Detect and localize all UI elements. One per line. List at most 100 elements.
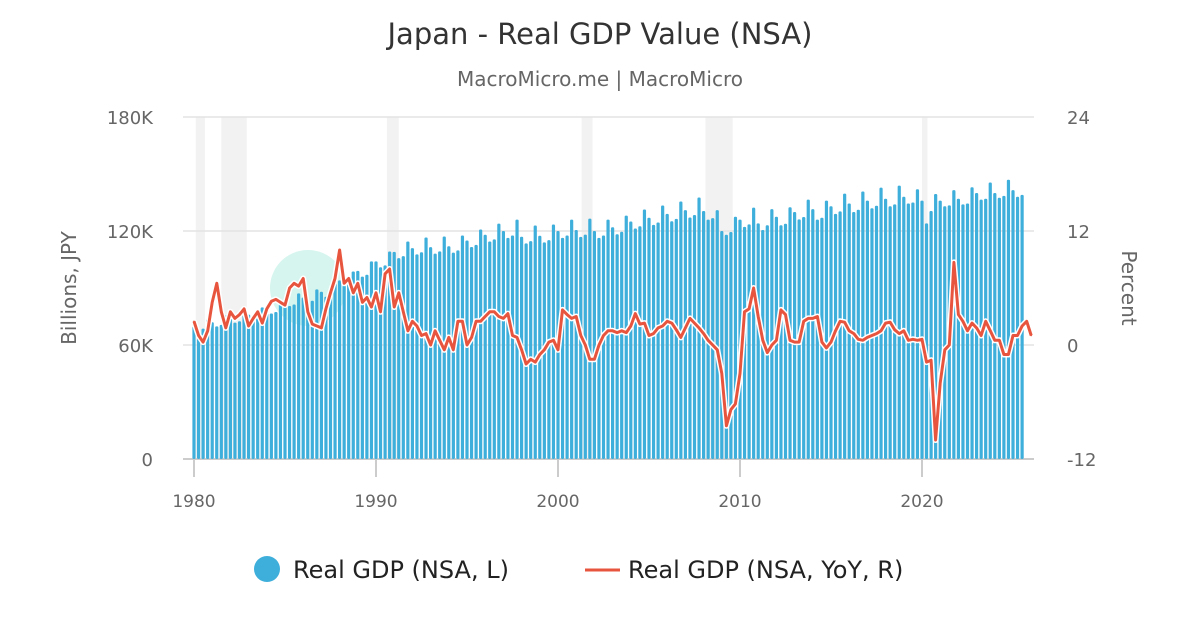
yoy-point (789, 339, 791, 342)
yoy-point (438, 339, 441, 342)
bar (410, 248, 414, 459)
yoy-point (252, 317, 254, 320)
legend-item-line[interactable]: Real GDP (NSA, YoY, R) (585, 556, 903, 584)
bar (447, 246, 451, 459)
yoy-point (916, 339, 919, 342)
bar (920, 200, 924, 459)
bar (196, 329, 201, 459)
yoy-point (484, 315, 487, 318)
yoy-point (830, 341, 832, 343)
yoy-point (652, 332, 655, 335)
legend-item-bars[interactable]: Real GDP (NSA, L) (254, 556, 509, 584)
bar (479, 229, 483, 459)
bar (783, 223, 788, 459)
yoy-point (1003, 353, 1005, 356)
yoy-point (589, 358, 591, 361)
bar (611, 227, 615, 459)
bar (406, 241, 410, 459)
yoy-point (1030, 334, 1032, 337)
yoy-point (693, 322, 696, 324)
yoy-point (875, 332, 878, 335)
yoy-point (457, 320, 459, 323)
bar (579, 236, 583, 459)
yoy-point (598, 344, 600, 346)
bar (856, 209, 860, 459)
bar (633, 228, 637, 459)
yoy-point (616, 331, 618, 334)
bar (219, 324, 223, 459)
yoy-point (325, 308, 327, 310)
chart-title: Japan - Real GDP Value (NSA) (386, 17, 813, 51)
yoy-point (352, 291, 355, 294)
yoy-point (575, 315, 577, 318)
yoy-point (816, 315, 819, 318)
yoy-point (666, 320, 668, 323)
yoy-point (211, 301, 213, 304)
yoy-point (989, 329, 992, 332)
bar (688, 217, 692, 459)
bar (338, 280, 342, 459)
yoy-point (525, 363, 527, 365)
bar (460, 235, 465, 459)
yoy-point (206, 329, 209, 332)
bar (770, 209, 774, 459)
yoy-point (634, 312, 637, 315)
yoy-point (557, 348, 559, 351)
yoy-point (1025, 320, 1028, 323)
bar (260, 307, 264, 459)
yoy-point (306, 310, 309, 313)
yoy-point (821, 341, 823, 343)
yoy-point (739, 372, 741, 375)
yoy-point (297, 285, 300, 287)
yoy-point (238, 313, 241, 316)
bar (779, 225, 783, 459)
bar (993, 193, 997, 459)
yoy-point (293, 282, 295, 285)
yoy-point (871, 334, 873, 337)
yoy-point (807, 317, 810, 320)
yoy-point (670, 322, 673, 324)
bar (906, 203, 910, 459)
bar (838, 211, 842, 459)
yoy-point (975, 327, 978, 329)
legend-line-label: Real GDP (NSA, YoY, R) (628, 556, 903, 584)
yoy-point (270, 300, 273, 303)
yoy-point (529, 358, 532, 361)
yoy-point (225, 327, 227, 329)
bar (415, 254, 419, 459)
bar (824, 200, 829, 459)
yoy-point (903, 329, 905, 332)
bar (424, 237, 428, 459)
yoy-point (311, 323, 314, 325)
bar (679, 201, 683, 460)
yoy-point (347, 277, 350, 280)
yoy-point (643, 322, 646, 324)
bar (615, 234, 619, 459)
bar (802, 216, 806, 459)
bar (811, 209, 815, 459)
yoy-point (866, 336, 869, 339)
yoy-point (229, 310, 232, 313)
bar (620, 231, 624, 459)
yoy-point (498, 315, 500, 318)
yoy-point (852, 332, 855, 335)
bar (806, 199, 810, 459)
x-tick-label: 2020 (900, 492, 943, 512)
bar (215, 326, 219, 459)
bar (256, 317, 260, 459)
yoy-point (948, 344, 951, 346)
bar (651, 224, 656, 459)
yoy-point (957, 313, 960, 316)
bar (347, 284, 351, 459)
bar (733, 216, 738, 459)
bar (469, 246, 474, 459)
yoy-point (689, 317, 691, 320)
yoy-point (284, 304, 286, 306)
yoy-point (802, 320, 805, 323)
yoy-point (939, 382, 941, 384)
bar (351, 271, 355, 459)
bar (943, 206, 947, 459)
yoy-point (461, 320, 464, 323)
yoy-point (857, 338, 860, 341)
